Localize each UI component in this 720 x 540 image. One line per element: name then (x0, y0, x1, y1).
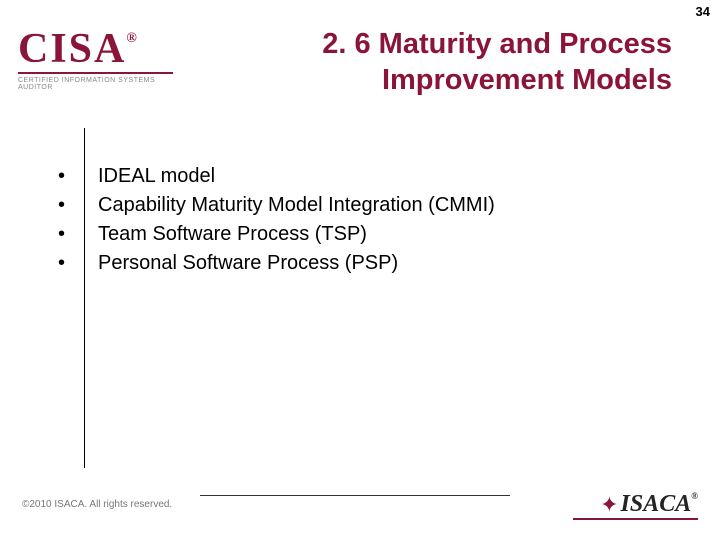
bullet-text: Capability Maturity Model Integration (C… (98, 191, 495, 220)
title-line1: 2. 6 Maturity and Process (322, 28, 672, 60)
cisa-logo: CISA® CERTIFIED INFORMATION SYSTEMS AUDI… (18, 28, 178, 91)
footer-divider (200, 495, 510, 496)
cisa-logo-text: CISA® (18, 28, 178, 70)
isaca-underline (573, 518, 698, 520)
cisa-reg-mark: ® (126, 31, 138, 46)
cisa-name: CISA (18, 26, 126, 72)
page-number: 34 (696, 4, 710, 19)
bullet-text: Team Software Process (TSP) (98, 220, 367, 249)
bullet-text: IDEAL model (98, 162, 215, 191)
bullet-icon: • (58, 191, 98, 220)
cisa-underline (18, 72, 173, 74)
bullet-text: Personal Software Process (PSP) (98, 249, 398, 278)
bullet-icon: • (58, 162, 98, 191)
list-item: •Team Software Process (TSP) (58, 220, 638, 249)
bullet-list: •IDEAL model •Capability Maturity Model … (58, 162, 638, 278)
star-icon: ✦ (600, 492, 618, 518)
isaca-logo-text: ISACA® (621, 491, 698, 518)
list-item: •Capability Maturity Model Integration (… (58, 191, 638, 220)
isaca-reg-mark: ® (691, 491, 698, 501)
isaca-logo: ✦ ISACA® (600, 491, 698, 518)
list-item: •IDEAL model (58, 162, 638, 191)
bullet-icon: • (58, 249, 98, 278)
copyright-text: ©2010 ISACA. All rights reserved. (22, 499, 172, 510)
slide-title: 2. 6 Maturity and Process Improvement Mo… (242, 26, 672, 99)
list-item: •Personal Software Process (PSP) (58, 249, 638, 278)
cisa-subtitle: CERTIFIED INFORMATION SYSTEMS AUDITOR (18, 77, 178, 91)
bullet-icon: • (58, 220, 98, 249)
isaca-name: ISACA (621, 491, 692, 517)
title-line2: Improvement Models (382, 64, 672, 96)
